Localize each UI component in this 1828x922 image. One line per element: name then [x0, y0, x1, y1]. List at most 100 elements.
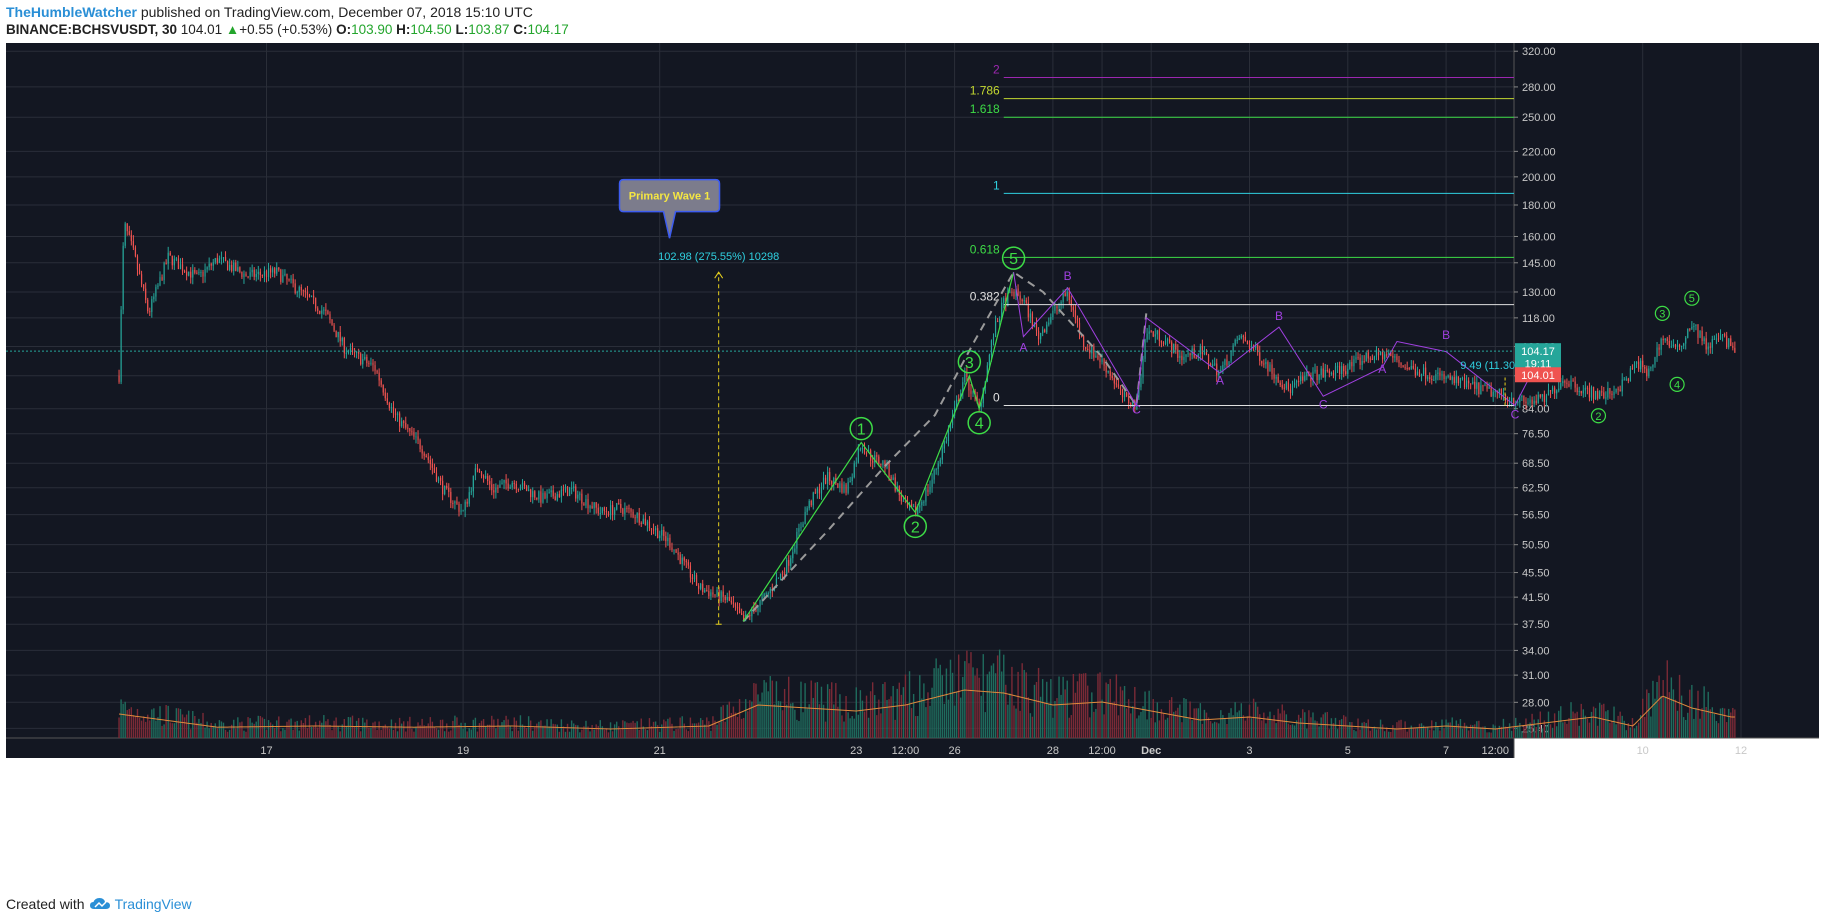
candle-body [1590, 386, 1593, 398]
candle-body [1382, 351, 1384, 360]
volume-bar [1377, 729, 1380, 738]
volume-bar [1656, 681, 1658, 738]
candle-body [513, 482, 515, 484]
volume-bar [1130, 713, 1132, 738]
volume-bar [220, 721, 223, 738]
candle-body [1695, 324, 1697, 327]
price-axis-tag [1515, 355, 1561, 371]
candle-body [1414, 368, 1416, 376]
candle-body [345, 352, 347, 354]
candle-body [1494, 391, 1496, 393]
volume-bar [1535, 727, 1537, 738]
candle-body [497, 487, 499, 489]
candle-body [364, 356, 366, 360]
volume-bar [718, 722, 720, 738]
candle-body [1564, 381, 1566, 383]
candle-body [777, 577, 780, 579]
volume-bar [933, 668, 935, 738]
volume-bar [273, 727, 276, 738]
volume-bar [1451, 717, 1453, 738]
volume-bar [1498, 725, 1501, 738]
candle-body [1105, 365, 1107, 373]
price-axis-background [1514, 43, 1819, 738]
volume-bar [1682, 717, 1685, 738]
change-value: +0.55 (+0.53%) [239, 22, 333, 37]
volume-bar [185, 714, 188, 738]
candle-body [1676, 344, 1679, 347]
candle-body [528, 489, 530, 492]
candle-body [874, 455, 876, 463]
candle-body [1150, 331, 1152, 333]
volume-bar [1725, 722, 1728, 738]
candle-body [1689, 328, 1691, 330]
volume-bar [249, 718, 251, 738]
candle-body [1218, 371, 1220, 376]
volume-bar [212, 725, 214, 738]
candle-body [1711, 339, 1713, 348]
volume-bar [540, 720, 542, 738]
candle-body [749, 614, 751, 617]
plot-background [6, 43, 1514, 738]
volume-bar [558, 731, 561, 738]
chart-area[interactable]: 320.00 280.00 250.00 220.00 200.00 180.00 160.… [6, 43, 1819, 888]
price-chart[interactable]: 320.00280.00250.00220.00200.00180.00160.… [6, 43, 1819, 888]
candle-body [1396, 356, 1398, 360]
candle-body [1222, 364, 1224, 371]
volume-bar [458, 724, 460, 738]
candle-body [935, 469, 937, 471]
volume-bar [802, 712, 804, 738]
volume-bar [151, 709, 153, 738]
author-link[interactable]: TheHumbleWatcher [6, 4, 137, 20]
volume-bar [620, 729, 622, 738]
volume-bar [1478, 720, 1480, 738]
candle-body [566, 486, 569, 497]
candle-body [1500, 388, 1502, 395]
candle-body [231, 264, 233, 271]
candle-body [1392, 356, 1394, 358]
candle-body [798, 528, 800, 532]
candle-body [505, 479, 507, 484]
volume-bar [1420, 723, 1423, 738]
candle-body [1605, 397, 1607, 399]
candle-body [433, 467, 436, 473]
volume-bar [1216, 722, 1218, 738]
volume-bar [140, 720, 143, 738]
candle-body [1674, 344, 1677, 347]
candle-body [646, 521, 649, 526]
volume-bar [468, 728, 470, 738]
volume-bar [857, 714, 860, 738]
candle-body [706, 590, 708, 592]
volume-bar [1021, 663, 1023, 738]
volume-bar [364, 722, 366, 738]
fib-level-label: 1.786 [970, 84, 1000, 98]
candle-body [1599, 391, 1601, 399]
volume-bar [607, 732, 610, 738]
time-tick-label: 26 [948, 745, 960, 757]
candle-body [814, 492, 816, 494]
candle-body [356, 351, 358, 353]
volume-bar [960, 697, 962, 738]
volume-bar [804, 683, 806, 738]
candle-body [325, 309, 327, 311]
volume-bar [1551, 727, 1554, 738]
volume-bar [347, 717, 350, 738]
candle-body [1269, 364, 1271, 372]
candle-body [1666, 338, 1668, 342]
volume-bar [1678, 674, 1681, 738]
volume-bar [1705, 706, 1707, 738]
volume-bar [806, 708, 808, 738]
candle-body [1537, 394, 1539, 404]
volume-bar [1719, 708, 1722, 738]
volume-bar [1482, 726, 1484, 738]
candle-body [1435, 374, 1437, 380]
candle-body [1138, 387, 1140, 397]
volume-bar [1107, 684, 1109, 738]
candle-body [1681, 345, 1683, 347]
volume-bar [1394, 728, 1396, 738]
candle-body [290, 278, 292, 280]
candle-body [845, 484, 847, 493]
volume-bar [1170, 697, 1173, 738]
candle-body [738, 608, 741, 614]
candle-body [583, 503, 585, 506]
tradingview-brand[interactable]: TradingView [114, 896, 192, 912]
